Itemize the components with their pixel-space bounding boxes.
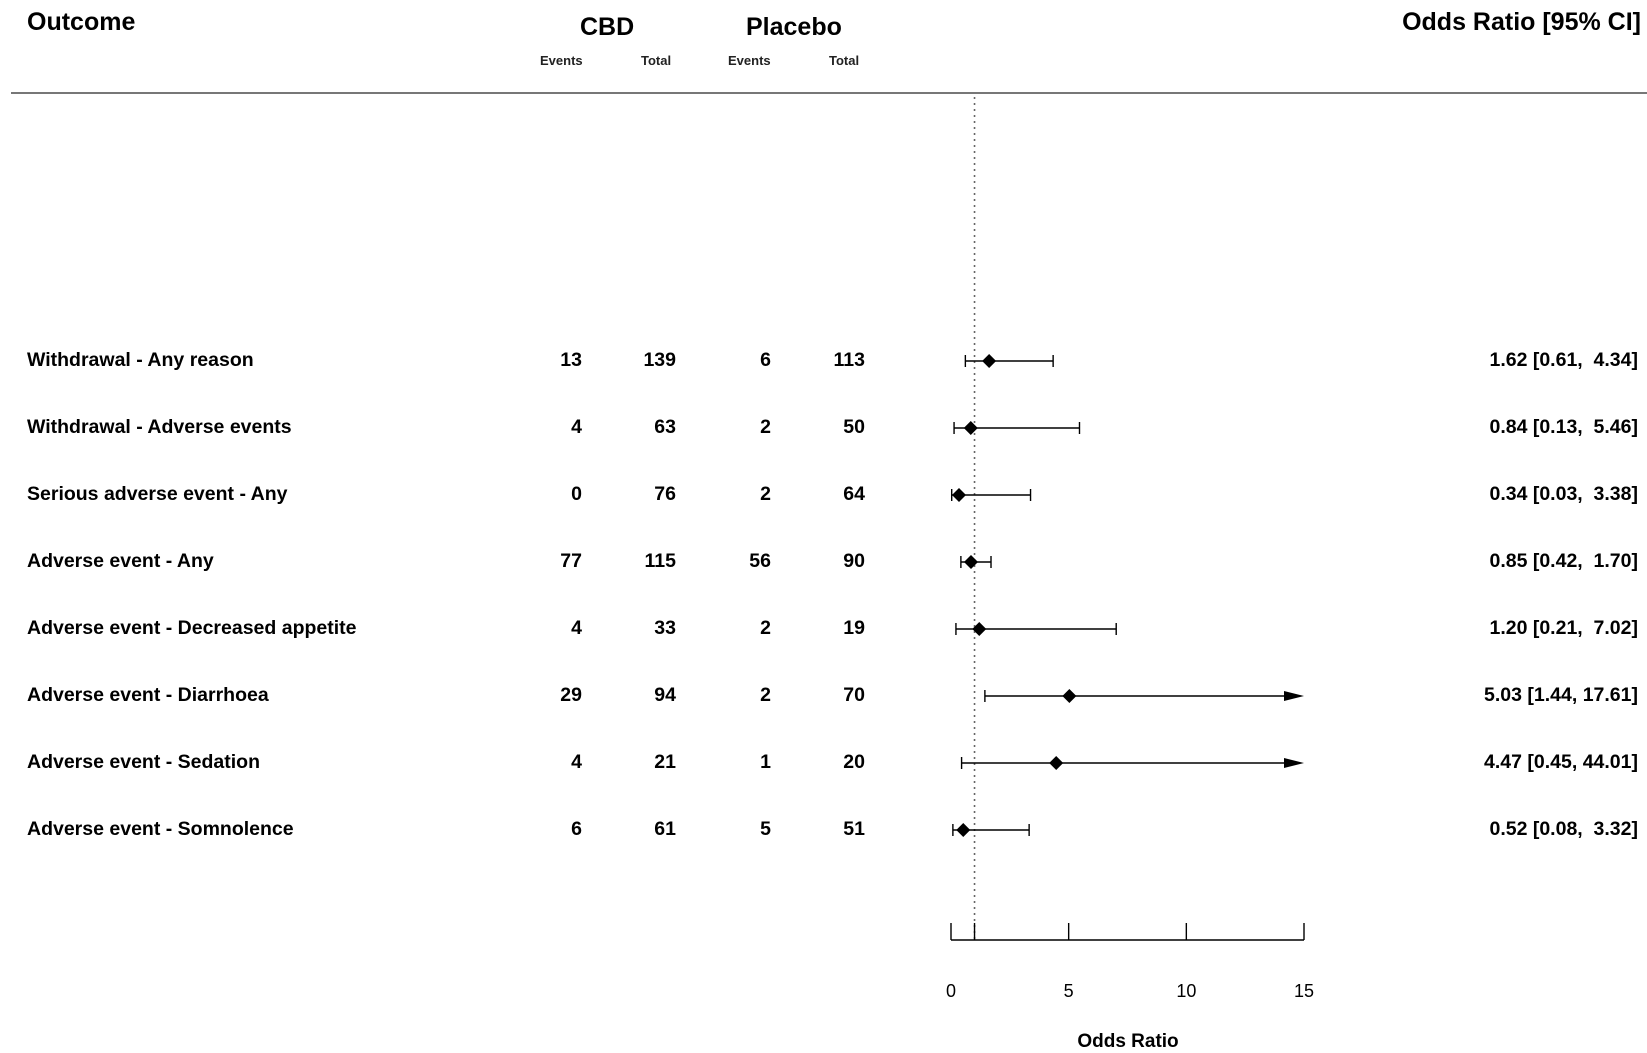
odds-ratio-ci-label: 0.85 [0.42, 1.70] — [1489, 550, 1638, 572]
placebo-total-value: 70 — [843, 684, 865, 706]
point-estimate — [956, 823, 971, 837]
point-estimate — [963, 421, 978, 435]
cbd-total-subheader: Total — [641, 53, 672, 68]
cbd-total-value: 94 — [654, 684, 676, 706]
point-estimate — [1062, 689, 1077, 703]
cbd-total-value: 139 — [643, 349, 676, 371]
cbd-events-value: 4 — [571, 617, 582, 639]
cbd-events-value: 29 — [560, 684, 582, 706]
cbd-events-subheader: Events — [540, 53, 583, 68]
cbd-total-value: 115 — [644, 550, 676, 572]
point-estimate — [1049, 756, 1064, 770]
x-axis-title: Odds Ratio — [1077, 1031, 1178, 1052]
odds-ratio-ci-label: 0.84 [0.13, 5.46] — [1489, 416, 1638, 438]
cbd-total-value: 76 — [654, 483, 676, 505]
header-rule — [11, 92, 1647, 94]
odds-ratio-ci-label: 4.47 [0.45, 44.01] — [1484, 751, 1638, 773]
cbd-total-value: 63 — [654, 416, 676, 438]
outcome-label: Adverse event - Decreased appetite — [27, 617, 357, 639]
placebo-total-value: 51 — [843, 818, 865, 840]
point-estimate — [972, 622, 987, 636]
cbd-events-value: 77 — [560, 550, 582, 572]
cbd-total-value: 21 — [654, 751, 676, 773]
cbd-events-value: 0 — [571, 483, 582, 505]
outcome-label: Adverse event - Any — [27, 550, 214, 572]
point-estimate — [964, 555, 979, 569]
placebo-events-value: 2 — [760, 684, 771, 706]
placebo-events-value: 6 — [760, 349, 771, 371]
x-tick-label: 5 — [1064, 981, 1074, 1001]
placebo-total-value: 50 — [843, 416, 865, 438]
x-tick-label: 10 — [1176, 981, 1196, 1001]
outcome-label: Adverse event - Diarrhoea — [27, 684, 269, 706]
point-estimate — [982, 354, 997, 368]
odds-ratio-ci-label: 1.20 [0.21, 7.02] — [1489, 617, 1638, 639]
cbd-events-value: 4 — [571, 751, 582, 773]
outcome-label: Adverse event - Sedation — [27, 751, 260, 773]
odds-ratio-ci-label: 5.03 [1.44, 17.61] — [1484, 684, 1638, 706]
placebo-total-subheader: Total — [829, 53, 860, 68]
placebo-total-value: 64 — [843, 483, 865, 505]
odds-ratio-ci-label: 0.52 [0.08, 3.32] — [1489, 818, 1638, 840]
effect-header: Odds Ratio [95% CI] — [1402, 8, 1641, 36]
cbd-events-value: 13 — [560, 349, 582, 371]
outcome-header: Outcome — [27, 8, 136, 36]
outcome-label: Adverse event - Somnolence — [27, 818, 294, 840]
x-tick-label: 0 — [946, 981, 956, 1001]
cbd-header: CBD — [580, 13, 635, 41]
cbd-events-value: 6 — [571, 818, 582, 840]
cbd-total-value: 61 — [654, 818, 676, 840]
outcome-label: Serious adverse event - Any — [27, 483, 288, 505]
odds-ratio-ci-label: 1.62 [0.61, 4.34] — [1489, 349, 1638, 371]
outcome-label: Withdrawal - Adverse events — [27, 416, 292, 438]
cbd-total-value: 33 — [654, 617, 676, 639]
cbd-events-value: 4 — [571, 416, 582, 438]
placebo-events-value: 2 — [760, 617, 771, 639]
placebo-events-value: 1 — [760, 751, 771, 773]
placebo-events-value: 56 — [749, 550, 771, 572]
placebo-events-value: 2 — [760, 416, 771, 438]
point-estimate — [952, 488, 967, 502]
ci-arrow — [1284, 691, 1304, 701]
outcome-label: Withdrawal - Any reason — [27, 349, 254, 371]
placebo-total-value: 113 — [833, 349, 865, 371]
ci-arrow — [1284, 758, 1304, 768]
placebo-total-value: 90 — [843, 550, 865, 572]
odds-ratio-ci-label: 0.34 [0.03, 3.38] — [1489, 483, 1638, 505]
placebo-header: Placebo — [746, 13, 842, 41]
x-tick-label: 15 — [1294, 981, 1314, 1001]
placebo-events-value: 5 — [760, 818, 771, 840]
placebo-events-value: 2 — [760, 483, 771, 505]
placebo-events-subheader: Events — [728, 53, 771, 68]
placebo-total-value: 20 — [843, 751, 865, 773]
placebo-total-value: 19 — [843, 617, 865, 639]
